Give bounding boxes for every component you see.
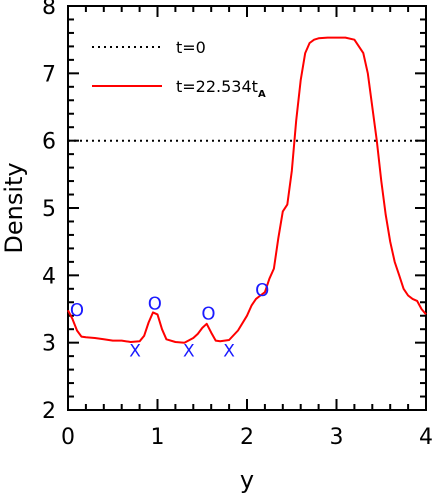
plot-axes: [67, 5, 427, 411]
x-axis-title: y: [240, 466, 254, 494]
plot-series: [67, 36, 427, 344]
x-tick-label: 0: [61, 425, 75, 450]
x-marker: X: [183, 341, 195, 361]
legend-label-t22-subscript: A: [258, 89, 266, 100]
y-tick-label: 5: [42, 197, 56, 222]
x-tick-label: 2: [240, 425, 254, 450]
o-marker: O: [201, 303, 215, 324]
y-tick-label: 3: [42, 332, 56, 357]
x-tick-label: 3: [330, 425, 344, 450]
tick-labels: 0 1 2 3 4 2 3 4 5 6 7 8: [42, 0, 433, 450]
legend-label-t22-main: t=22.534t: [176, 77, 258, 96]
o-marker: O: [148, 293, 162, 314]
plot-frame: [67, 5, 427, 411]
y-tick-label: 7: [42, 62, 56, 87]
series-line-t22: [67, 36, 427, 344]
legend-label-t0: t=0: [176, 38, 206, 57]
marker-annotations: O O OOX X X: [70, 280, 269, 362]
y-tick-label: 6: [42, 130, 56, 155]
x-marker: X: [129, 341, 141, 361]
legend-label-t22: t=22.534tA: [176, 77, 266, 100]
x-tick-label: 4: [419, 425, 433, 450]
y-tick-label: 4: [42, 264, 56, 289]
x-marker: X: [223, 341, 235, 361]
o-marker: O: [70, 300, 84, 321]
o-marker: O: [255, 280, 269, 301]
y-tick-label: 8: [42, 0, 56, 20]
legend: t=0 t=22.534tA: [92, 38, 266, 100]
x-tick-label: 1: [151, 425, 165, 450]
y-tick-label: 2: [42, 399, 56, 424]
y-axis-title: Density: [0, 162, 28, 253]
